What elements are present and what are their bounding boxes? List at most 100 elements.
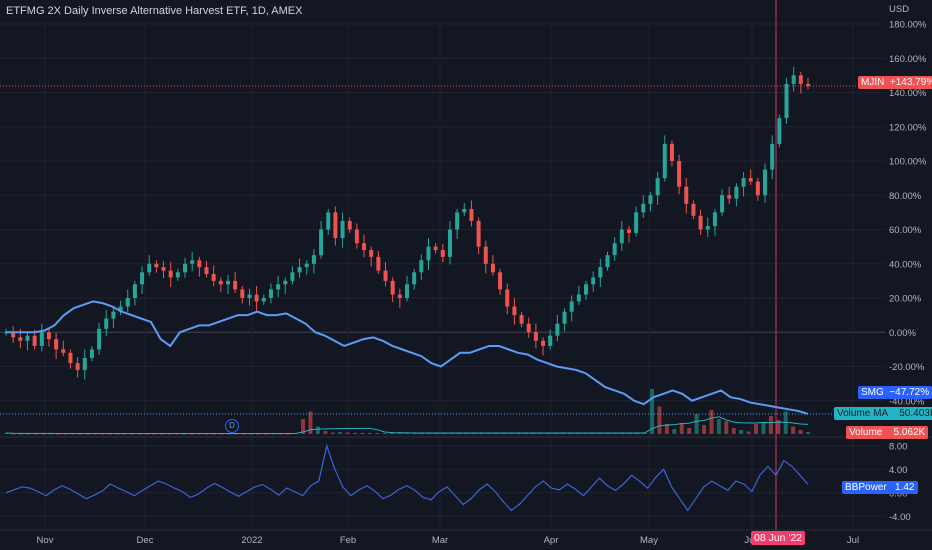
price-tick-label: 120.00% [889, 122, 927, 133]
time-tick-label: Jul [847, 535, 859, 546]
volume-bar [672, 429, 677, 434]
candle-body [447, 229, 452, 257]
volume-bar [739, 430, 744, 434]
volume-bar [702, 425, 707, 434]
smg-line [0, 300, 885, 415]
candle-body [369, 250, 374, 257]
candle-body [75, 363, 80, 370]
candle-body [18, 337, 23, 341]
volume-bar [301, 419, 306, 434]
volume-bar [315, 426, 320, 434]
candle-body [791, 75, 796, 84]
volume-bar [724, 421, 729, 434]
candle-body [605, 255, 610, 268]
candle-body [326, 212, 331, 230]
candle-body [569, 301, 574, 312]
volume-tag-name: Volume [849, 427, 883, 438]
price-axis: 180.00% 160.00% 140.00% 120.00% 100.00% 80.00… [889, 4, 927, 407]
price-tick-label: 100.00% [889, 157, 927, 168]
candle-body [691, 203, 696, 216]
candle-body [533, 332, 538, 341]
candle-body [211, 274, 216, 281]
candle-body [720, 195, 725, 213]
candle-body [362, 243, 367, 251]
volume-bar [761, 422, 766, 434]
price-tick-label: -20.00% [889, 362, 925, 373]
candle-body [283, 280, 288, 285]
candle-body [526, 323, 531, 333]
candle-body [770, 143, 775, 170]
candle-body [340, 220, 345, 239]
candle-body [483, 246, 488, 264]
candle-body [677, 161, 682, 187]
candle-body [97, 328, 102, 350]
candle-body [46, 332, 51, 340]
candle-body [147, 263, 152, 273]
volume-bar [18, 433, 23, 435]
mjin-candles [0, 66, 885, 380]
candle-body [648, 195, 653, 204]
volume-ma-tag-value: 50.403K [899, 408, 932, 419]
smg-series-line [6, 300, 809, 415]
candle-body [763, 169, 768, 196]
candle-body [684, 186, 689, 204]
bbpower-tag-name: BBPower [845, 482, 887, 493]
volume-bar [650, 389, 655, 434]
price-tick-label: 140.00% [889, 88, 927, 99]
candle-body [268, 289, 273, 298]
indicator-tick-label: 4.00 [889, 465, 908, 476]
candle-body [68, 352, 73, 364]
candle-body [225, 280, 230, 285]
candle-body [405, 284, 409, 298]
candle-body [741, 178, 746, 187]
volume-bar [353, 433, 358, 434]
price-tick-label: 80.00% [889, 191, 922, 202]
time-tick-label: Dec [137, 535, 154, 546]
candle-body [777, 118, 782, 144]
candle-body [11, 332, 16, 338]
candle-body [89, 349, 94, 358]
volume-bar [323, 431, 328, 434]
volume-bar [679, 423, 684, 434]
candle-body [555, 323, 560, 336]
candle-body [347, 220, 352, 230]
bbpower-indicator: 8.004.000.00-4.00 [0, 441, 911, 523]
candle-body [698, 215, 703, 230]
candle-body [61, 349, 66, 353]
candle-body [412, 272, 417, 285]
volume-bar [367, 433, 372, 434]
candle-body [462, 208, 467, 213]
candle-body [626, 229, 631, 233]
candle-body [354, 229, 359, 244]
candle-body [619, 229, 624, 244]
candle-body [140, 272, 145, 285]
candle-body [562, 311, 567, 324]
candle-body [25, 335, 30, 341]
smg-tag-name: SMG [861, 387, 884, 398]
volume-tag: Volume 5.062K [846, 426, 929, 439]
candle-body [111, 311, 116, 319]
volume-bar [687, 428, 692, 434]
mjin-price-tag: MJIN +143.79% [858, 76, 932, 89]
dividend-marker[interactable]: D [225, 419, 239, 433]
candle-body [641, 203, 646, 213]
smg-tag-value: −47.72% [889, 387, 930, 398]
candle-body [498, 272, 503, 290]
candle-body [104, 318, 109, 329]
candle-body [82, 357, 87, 370]
candle-body [383, 270, 388, 281]
price-tick-label: 180.00% [889, 20, 927, 31]
candle-body [125, 298, 130, 307]
candle-body [655, 178, 660, 196]
time-tick-label: Nov [37, 535, 54, 546]
volume-bar [63, 433, 68, 435]
price-tick-label: 20.00% [889, 294, 922, 305]
candle-body [584, 284, 589, 295]
candle-body [612, 243, 617, 256]
volume-bar [768, 416, 773, 434]
volume-bar [397, 433, 402, 434]
volume-bar [26, 433, 31, 435]
candle-body [541, 340, 546, 346]
candle-body [548, 335, 553, 346]
